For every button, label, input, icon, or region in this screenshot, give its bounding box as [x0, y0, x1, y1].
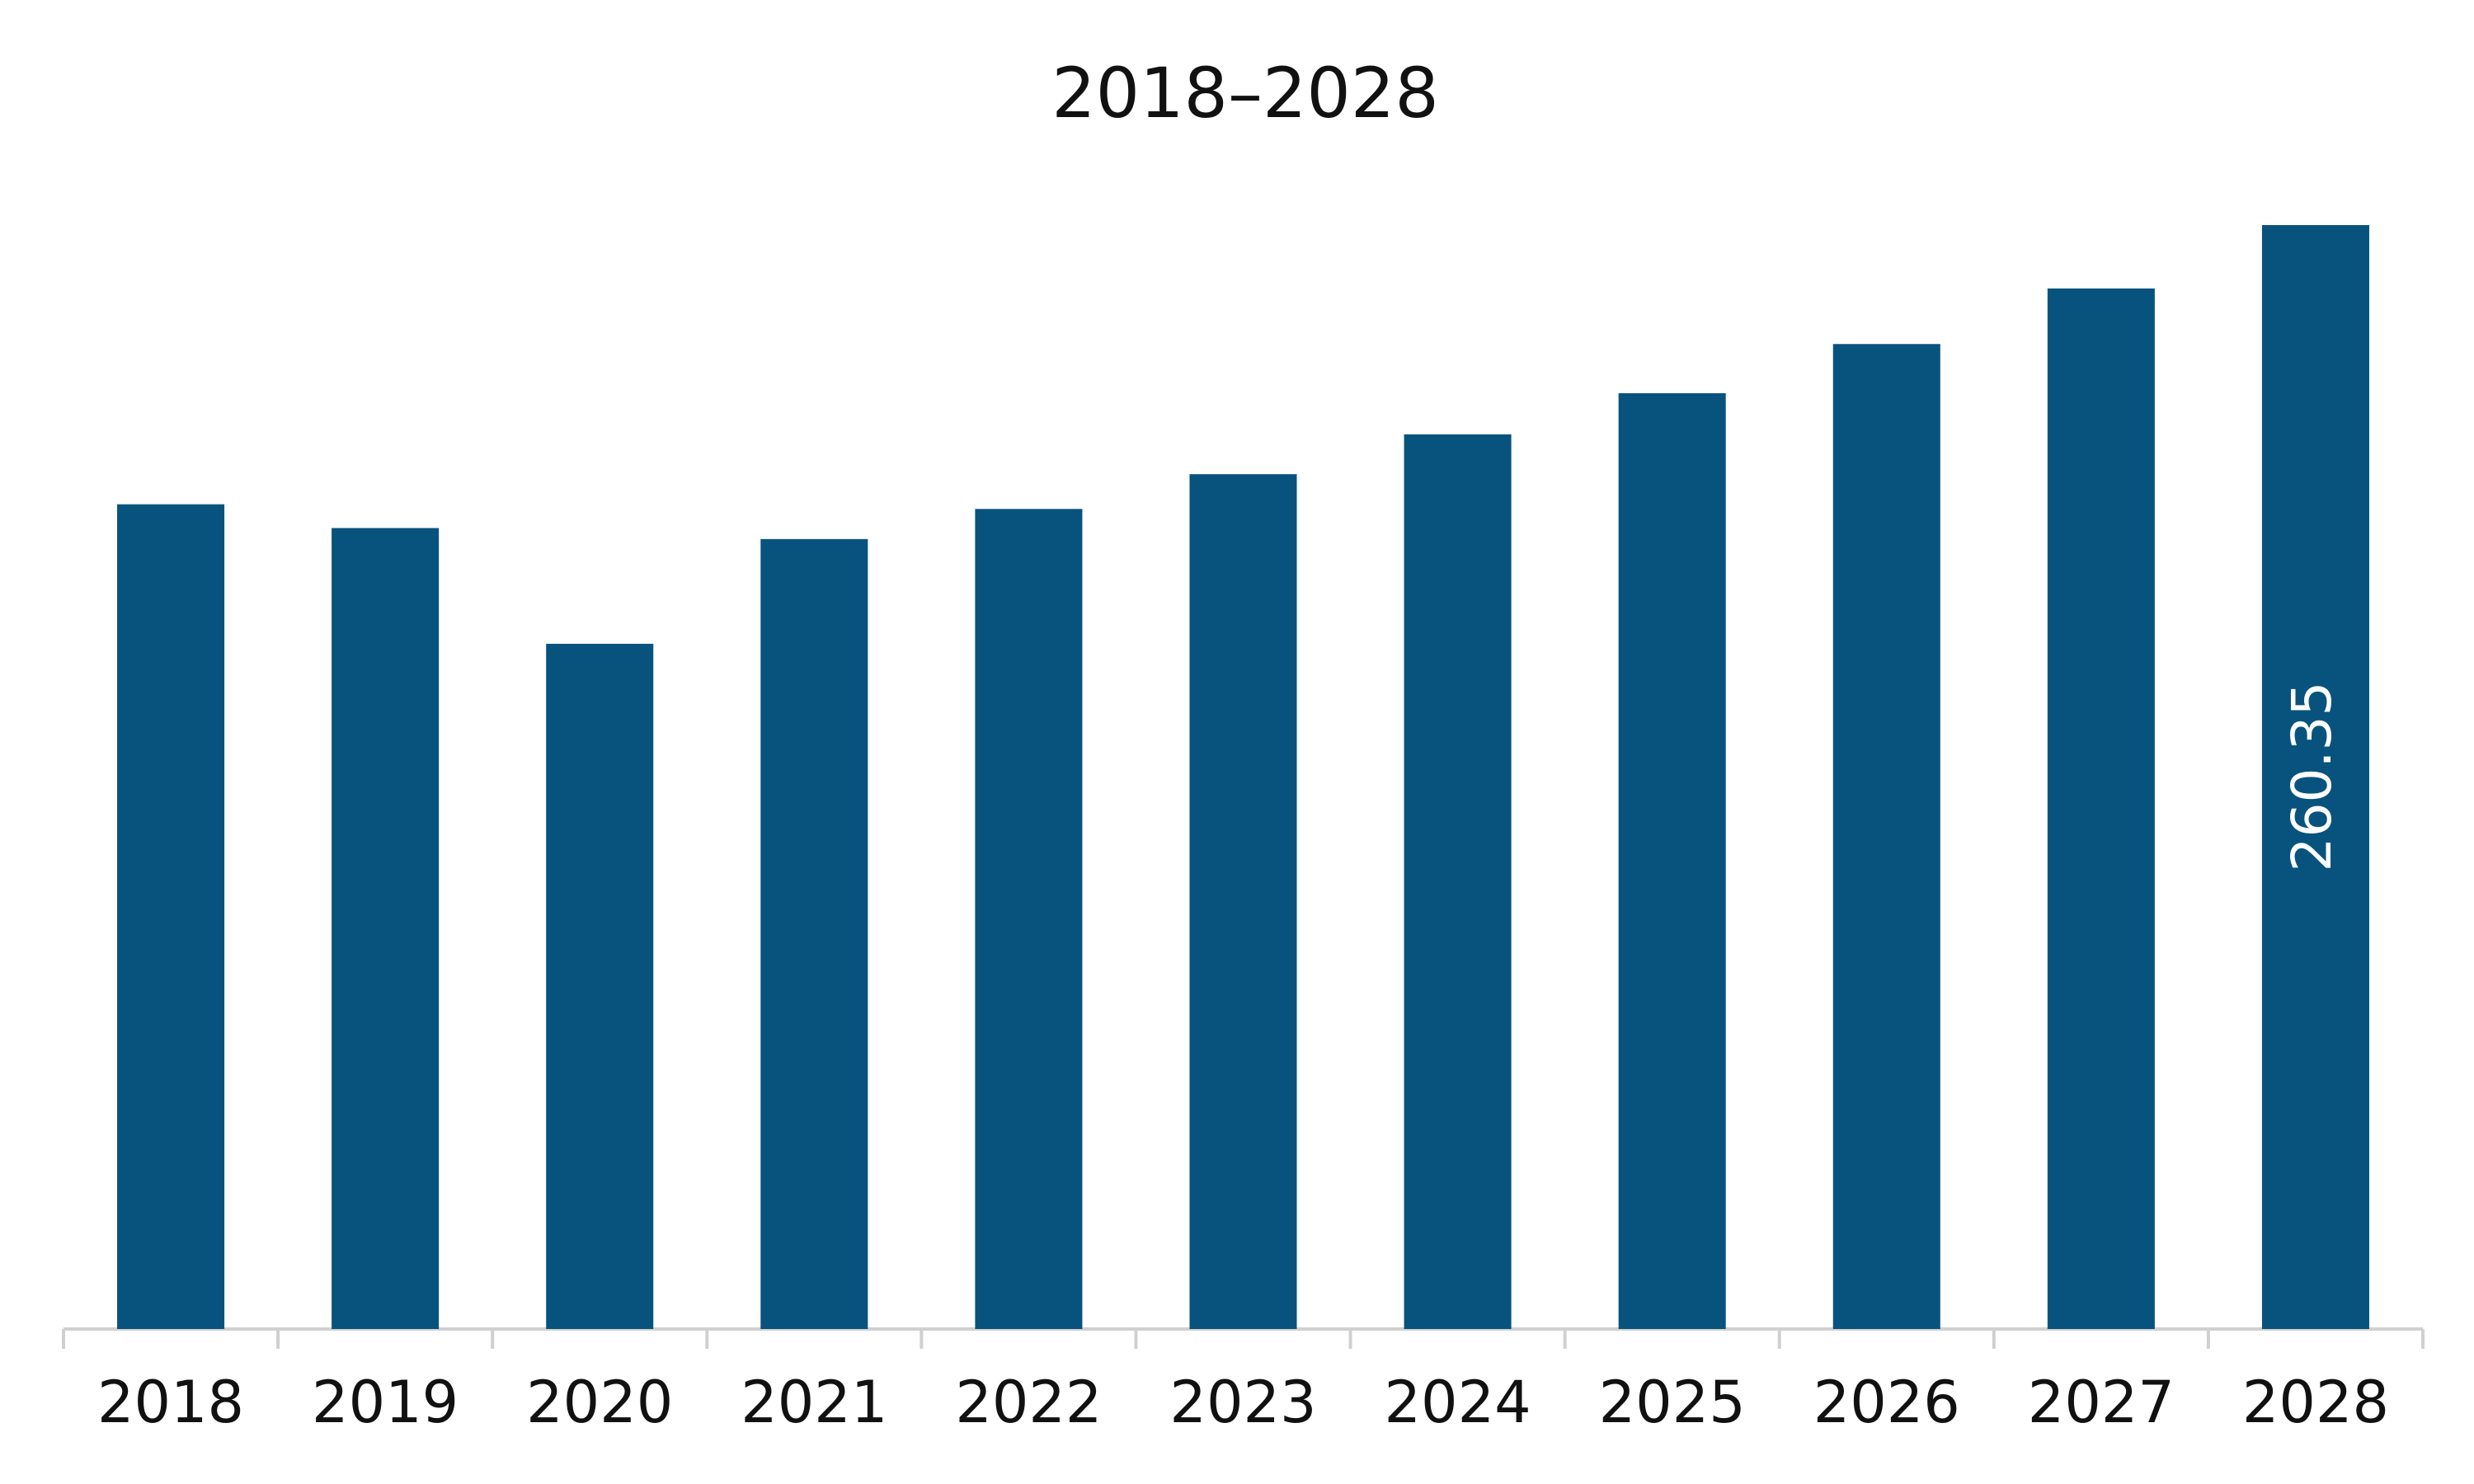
x-tick-label: 2021 — [741, 1369, 887, 1436]
value-label: 260.35 — [2280, 682, 2344, 872]
bar — [2261, 225, 2369, 1329]
x-tick-label: 2025 — [1599, 1369, 1746, 1436]
bar — [975, 509, 1083, 1329]
x-tick-label: 2020 — [526, 1369, 673, 1436]
bar — [760, 538, 868, 1329]
bar — [332, 528, 440, 1329]
chart-title: 2018–2028 — [1051, 53, 1439, 134]
bar — [1832, 344, 1940, 1329]
bar — [1618, 392, 1726, 1329]
x-tick-label: 2026 — [1813, 1369, 1960, 1436]
x-tick-label: 2027 — [2028, 1369, 2175, 1436]
x-tick-label: 2018 — [97, 1369, 244, 1436]
bar — [1189, 474, 1297, 1329]
bar — [546, 643, 654, 1329]
bar — [1404, 434, 1512, 1330]
x-tick-label: 2019 — [312, 1369, 459, 1436]
bar — [2047, 288, 2155, 1329]
x-tick-label: 2023 — [1169, 1369, 1316, 1436]
x-tick-label: 2022 — [955, 1369, 1102, 1436]
bar — [117, 504, 225, 1329]
x-tick-label: 2024 — [1385, 1369, 1531, 1436]
x-tick-label: 2028 — [2242, 1369, 2389, 1436]
